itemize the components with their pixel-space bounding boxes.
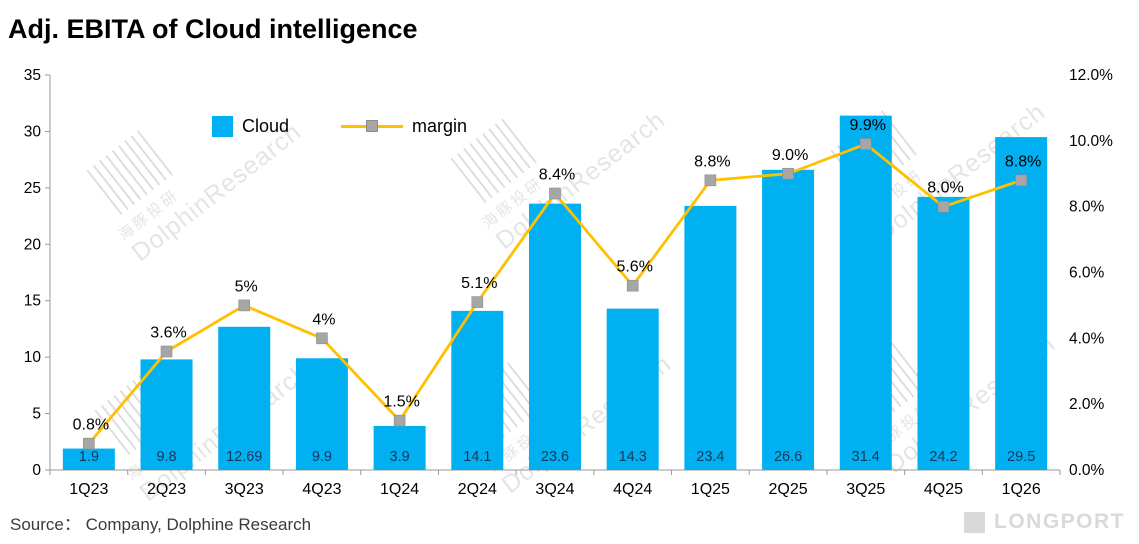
- bar-value-label: 12.69: [226, 449, 262, 465]
- left-axis-tick-label: 5: [32, 406, 41, 423]
- left-axis-tick-label: 25: [24, 180, 41, 197]
- bar-value-label: 29.5: [1007, 449, 1035, 465]
- x-category-label: 1Q24: [380, 481, 419, 498]
- margin-marker: [83, 437, 95, 450]
- bar-value-label: 26.6: [774, 449, 802, 465]
- bar-value-label: 3.9: [390, 449, 410, 465]
- bar-value-label: 1.9: [79, 449, 99, 465]
- right-axis-tick-label: 10.0%: [1069, 133, 1113, 150]
- cloud-bar: [606, 308, 659, 470]
- margin-value-label: 8.4%: [539, 167, 575, 184]
- margin-marker: [704, 174, 717, 187]
- legend-item-margin: margin: [341, 116, 467, 137]
- legend-cloud-label: Cloud: [242, 116, 290, 136]
- margin-value-label: 4%: [312, 311, 335, 328]
- margin-value-label: 9.9%: [850, 117, 886, 134]
- x-category-label: 1Q23: [69, 481, 108, 498]
- cloud-bar: [451, 310, 504, 470]
- margin-marker: [1015, 174, 1027, 187]
- bar-value-label: 24.2: [929, 449, 957, 465]
- longport-logo: LONGPORT: [964, 510, 1125, 534]
- margin-marker: [316, 332, 328, 345]
- x-category-label: 3Q25: [846, 481, 885, 498]
- bar-value-label: 9.9: [312, 449, 332, 465]
- left-axis-tick-label: 0: [32, 462, 41, 479]
- cloud-bar: [839, 115, 892, 470]
- bar-value-label: 23.6: [541, 449, 569, 465]
- margin-marker: [160, 345, 173, 358]
- x-category-label: 1Q25: [691, 481, 730, 498]
- margin-value-label: 1.5%: [383, 394, 419, 411]
- margin-marker: [937, 200, 950, 213]
- margin-value-label: 5.1%: [461, 275, 497, 292]
- cloud-bar: [373, 425, 426, 470]
- cloud-bar: [295, 358, 348, 470]
- margin-marker: [393, 414, 406, 427]
- right-axis-tick-label: 8.0%: [1069, 199, 1105, 216]
- cloud-bar: [762, 169, 815, 471]
- cloud-bar: [684, 205, 737, 470]
- right-axis-tick-label: 0.0%: [1069, 462, 1105, 479]
- legend: Cloud margin: [212, 116, 467, 137]
- margin-value-label: 8.0%: [927, 180, 963, 197]
- cloud-swatch-icon: [212, 116, 233, 137]
- left-axis-tick-label: 10: [24, 349, 42, 366]
- margin-marker: [471, 296, 484, 308]
- x-category-label: 4Q24: [613, 481, 652, 498]
- x-category-label: 4Q23: [302, 481, 341, 498]
- right-axis-tick-label: 4.0%: [1069, 330, 1105, 347]
- left-axis-tick-label: 15: [24, 293, 41, 310]
- left-axis-tick-label: 30: [24, 123, 42, 140]
- right-axis-tick-label: 2.0%: [1069, 396, 1105, 413]
- legend-item-cloud: Cloud: [212, 116, 289, 137]
- longport-logo-icon: [964, 511, 985, 533]
- cloud-bar: [529, 203, 581, 470]
- margin-value-label: 8.8%: [694, 153, 730, 170]
- cloud-bar: [995, 137, 1048, 471]
- margin-value-label: 8.8%: [1005, 153, 1041, 170]
- x-category-label: 1Q26: [1002, 481, 1041, 498]
- margin-marker: [549, 187, 561, 200]
- margin-value-label: 5%: [235, 278, 258, 295]
- bar-value-label: 14.1: [463, 449, 491, 465]
- cloud-bar: [218, 326, 271, 470]
- margin-line-icon: [341, 120, 404, 132]
- x-category-label: 2Q23: [147, 481, 186, 498]
- legend-margin-label: margin: [412, 116, 468, 136]
- cloud-bar: [917, 196, 970, 470]
- margin-value-label: 0.8%: [73, 417, 109, 434]
- left-axis-tick-label: 35: [24, 67, 41, 84]
- bar-value-label: 9.8: [156, 449, 176, 465]
- x-category-label: 2Q25: [769, 481, 808, 498]
- x-category-label: 4Q25: [924, 481, 963, 498]
- margin-marker: [859, 138, 872, 150]
- margin-value-label: 5.6%: [616, 259, 652, 276]
- left-axis-tick-label: 20: [24, 236, 42, 253]
- right-axis-tick-label: 6.0%: [1069, 265, 1105, 282]
- longport-logo-text: LONGPORT: [994, 510, 1125, 533]
- bar-value-label: 31.4: [852, 449, 880, 465]
- margin-value-label: 9.0%: [772, 147, 808, 164]
- margin-marker-icon: [366, 120, 379, 132]
- x-category-label: 2Q24: [458, 481, 497, 498]
- margin-marker: [626, 279, 639, 292]
- margin-marker: [238, 299, 251, 312]
- right-axis-tick-label: 12.0%: [1069, 67, 1113, 84]
- bar-value-label: 23.4: [696, 449, 724, 465]
- margin-value-label: 3.6%: [150, 325, 186, 342]
- x-category-label: 3Q23: [225, 481, 264, 498]
- x-category-label: 3Q24: [535, 481, 574, 498]
- page-title: Adj. EBITA of Cloud intelligence: [8, 14, 418, 44]
- bar-value-label: 14.3: [619, 449, 647, 465]
- margin-marker: [782, 167, 794, 180]
- source-note: Source： Company, Dolphine Research: [10, 515, 312, 534]
